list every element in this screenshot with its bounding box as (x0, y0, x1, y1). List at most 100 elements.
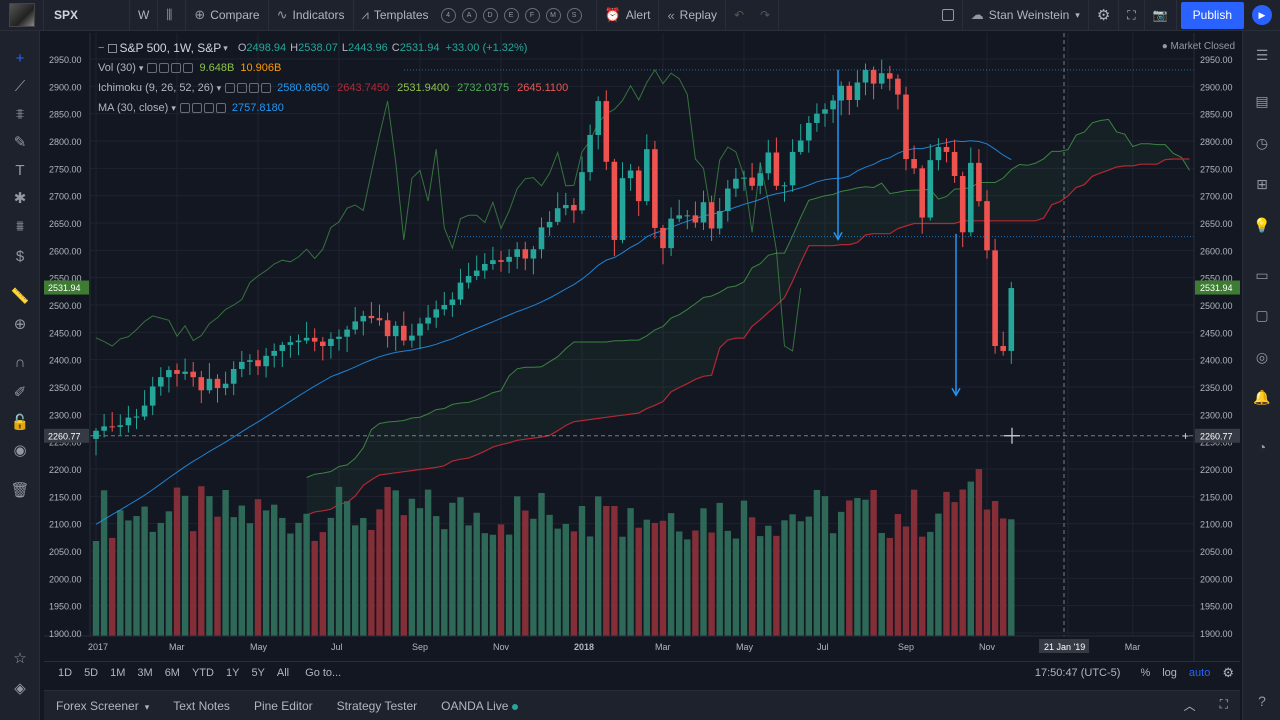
compare-button[interactable]: ⊕ Compare (186, 0, 269, 31)
dollar-icon[interactable]: $ (15, 248, 25, 265)
template-shortcut-s[interactable]: S (566, 7, 582, 23)
candle-body (1008, 288, 1015, 351)
fullscreen-select-button[interactable] (934, 0, 963, 31)
template-shortcut-4[interactable]: 4 (440, 7, 456, 23)
hotlist-icon[interactable]: ◔ (1257, 439, 1267, 455)
percent-scale-toggle[interactable]: % (1140, 666, 1151, 679)
symbol-search[interactable]: SPX (44, 0, 130, 31)
range-3m[interactable]: 3M (137, 666, 153, 679)
publish-button[interactable]: Publish (1180, 1, 1244, 29)
cursor-time-label: 21 Jan '19 (1044, 642, 1085, 652)
template-shortcut-d[interactable]: D (482, 7, 498, 23)
range-5y[interactable]: 5Y (251, 666, 265, 679)
log-scale-toggle[interactable]: log (1162, 666, 1177, 679)
candle-body (425, 317, 431, 324)
range-6m[interactable]: 6M (164, 666, 180, 679)
notifications-icon[interactable]: 🔔 (1253, 389, 1271, 405)
volume-bar (514, 496, 521, 636)
details-icon[interactable]: ▤ (1255, 93, 1269, 109)
ichimoku-name[interactable]: Ichimoku (9, 26, 52, 26) (98, 82, 214, 94)
interval-button[interactable]: W (130, 0, 159, 31)
range-1y[interactable]: 1Y (225, 666, 240, 679)
ideas-icon[interactable]: 💡 (1253, 217, 1271, 233)
template-shortcut-m[interactable]: M (545, 7, 561, 23)
legend-symbol-title[interactable]: S&P 500, 1W, S&P (119, 41, 222, 55)
fullscreen-button[interactable]: ⛶ (1119, 0, 1145, 31)
magnet-icon[interactable]: ∩ (14, 354, 26, 371)
range-ytd[interactable]: YTD (191, 666, 214, 679)
volume-bar (586, 536, 594, 636)
trend-line-icon[interactable]: ⟋ (14, 78, 26, 95)
collapse-panel-icon[interactable]: ︿ (1183, 699, 1196, 713)
collapse-icon[interactable]: − (98, 42, 105, 54)
range-1m[interactable]: 1M (110, 666, 126, 679)
lock-icon[interactable]: 🔓 (10, 414, 30, 431)
timezone-clock[interactable]: 17:50:47 (UTC-5) (1034, 666, 1121, 679)
data-window-icon[interactable]: ⊞ (1256, 176, 1268, 192)
volume-study-controls[interactable] (147, 63, 195, 73)
volume-bar (554, 528, 561, 636)
goto-date-button[interactable]: Go to... (305, 666, 342, 679)
calendar-clock-icon[interactable]: ◷ (1255, 135, 1269, 151)
volume-bar (465, 525, 472, 636)
stay-drawing-icon[interactable]: ✐ (13, 384, 27, 401)
ma-study-controls[interactable] (179, 103, 228, 113)
star-icon[interactable]: ☆ (13, 650, 27, 667)
price-chart[interactable]: 2950.00 2950.00 2900.00 2900.00 2850.00 2850.… (44, 33, 1240, 661)
indicators-button[interactable]: ∿ Indicators (269, 0, 354, 31)
crosshair-icon[interactable]: + (15, 50, 25, 67)
candle-body (976, 162, 982, 202)
tab-forex-screener[interactable]: Forex Screener ▾ (44, 699, 161, 713)
alert-button[interactable]: ⏰ Alert (597, 0, 660, 31)
eye-icon[interactable]: ◉ (13, 442, 27, 459)
template-shortcut-e[interactable]: E (503, 7, 519, 23)
trash-icon[interactable]: 🗑 (10, 482, 30, 499)
play-icon: ▶ (1258, 9, 1266, 20)
candle-body (101, 426, 107, 431)
chart-properties-gear-icon[interactable]: ⚙ (1222, 664, 1234, 680)
help-icon[interactable]: ? (1258, 693, 1266, 709)
fib-icon[interactable]: ⩨ (15, 106, 25, 123)
range-1d[interactable]: 1D (58, 666, 73, 679)
publish-video-button[interactable]: ▶ (1252, 5, 1272, 25)
ma-name[interactable]: MA (30, close) (98, 102, 169, 114)
auto-scale-toggle[interactable]: auto (1188, 666, 1211, 679)
user-avatar[interactable] (0, 0, 44, 31)
tab-text-notes[interactable]: Text Notes (173, 698, 230, 713)
ichimoku-study-controls[interactable] (225, 83, 273, 93)
range-all[interactable]: All (276, 666, 290, 679)
tab-strategy-tester[interactable]: Strategy Tester (336, 698, 418, 713)
ruler-icon[interactable]: 📏 (10, 288, 30, 305)
volume-bar (109, 537, 116, 636)
chart-style-button[interactable]: ⫼ (158, 0, 187, 31)
zoom-icon[interactable]: ⊕ (13, 316, 27, 333)
maximize-panel-icon[interactable]: ⛶ (1219, 697, 1228, 711)
messages-icon[interactable]: ▢ (1255, 307, 1269, 323)
template-shortcut-a[interactable]: A (461, 7, 477, 23)
pattern-icon[interactable]: ✱ (13, 190, 27, 207)
templates-button[interactable]: ⩘ Templates (354, 0, 437, 31)
brush-icon[interactable]: ✎ (13, 134, 27, 151)
streams-icon[interactable]: ◎ (1255, 349, 1269, 365)
chat-icon[interactable]: ▭ (1255, 267, 1269, 283)
chart-pane[interactable]: 2950.00 2950.00 2900.00 2900.00 2850.00 2850.… (44, 33, 1240, 661)
tab-oanda-live[interactable]: OANDA Live (429, 699, 530, 713)
candle-body (279, 344, 286, 351)
snapshot-button[interactable]: 📷 (1145, 0, 1177, 31)
tab-pine-editor[interactable]: Pine Editor (253, 698, 313, 713)
undo-button[interactable]: ↶ (726, 0, 752, 31)
volume-name[interactable]: Vol (30) (98, 62, 136, 74)
layers-icon[interactable]: ◈ (14, 680, 26, 697)
prediction-icon[interactable]: ⩩ (15, 218, 24, 235)
layout-button[interactable]: ☁ Stan Weinstein ▾ (963, 0, 1089, 31)
replay-button[interactable]: « Replay (659, 0, 727, 31)
volume-bar (886, 537, 893, 636)
range-5d[interactable]: 5D (84, 666, 99, 679)
settings-button[interactable]: ⚙ (1089, 0, 1120, 31)
redo-button[interactable]: ↷ (752, 0, 780, 31)
text-tool-icon[interactable]: T (15, 162, 25, 179)
watchlist-icon[interactable]: ☰ (1255, 47, 1269, 63)
volume-bar (813, 489, 821, 636)
candle-body (166, 370, 172, 378)
template-shortcut-f[interactable]: F (524, 7, 540, 23)
